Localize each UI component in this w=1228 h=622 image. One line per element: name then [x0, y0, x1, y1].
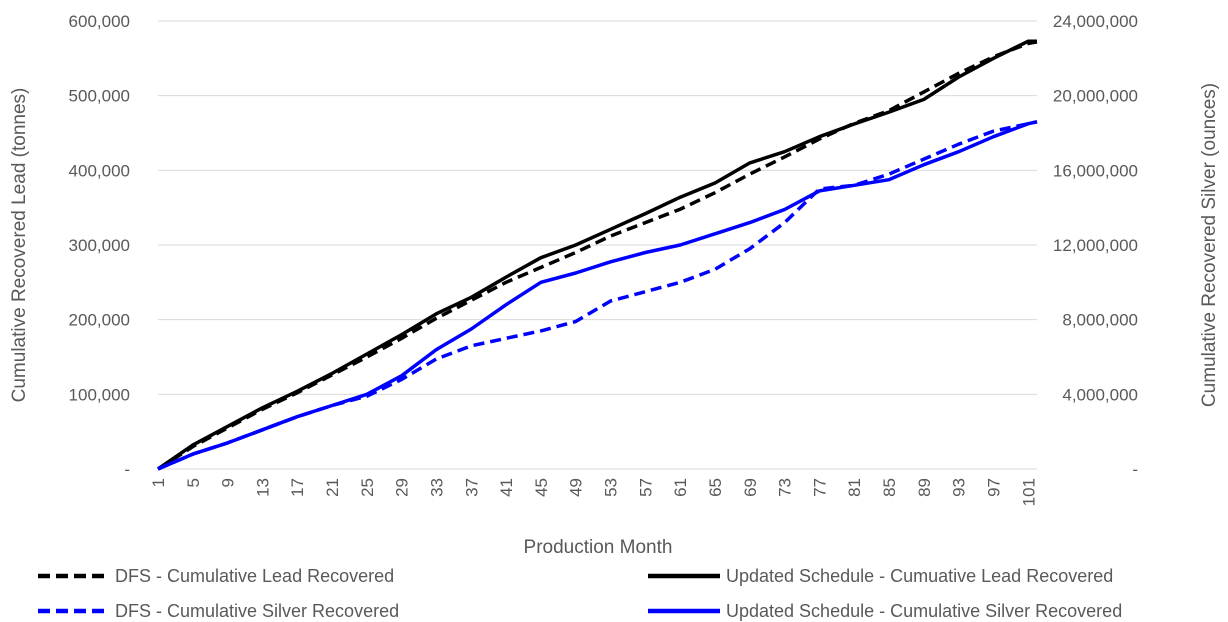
series-line-2 — [157, 39, 1037, 471]
y-left-tick-label: 500,000 — [69, 87, 130, 106]
x-tick-label: 29 — [393, 478, 412, 497]
x-tick-label: 73 — [776, 478, 795, 497]
legend-label: Updated Schedule - Cumuative Lead Recove… — [726, 566, 1113, 586]
x-tick-label: 41 — [497, 478, 516, 497]
x-tick-label: 53 — [602, 478, 621, 497]
y-right-tick-label: 24,000,000 — [1053, 12, 1138, 31]
x-tick-label: 97 — [984, 478, 1003, 497]
y-right-tick-label: 4,000,000 — [1062, 385, 1138, 404]
x-axis-title: Production Month — [524, 537, 673, 558]
left-axis-title: Cumulative Recovered Lead (tonnes) — [9, 88, 30, 403]
legend-label: Updated Schedule - Cumulative Silver Rec… — [726, 601, 1122, 621]
y-left-tick-label: - — [124, 460, 130, 479]
legend-label: DFS - Cumulative Lead Recovered — [115, 566, 394, 586]
x-tick-label: 1 — [149, 478, 168, 487]
x-tick-label: 57 — [636, 478, 655, 497]
legend: DFS - Cumulative Lead Recovered Updated S… — [38, 566, 1122, 621]
y-right-tick-label: 20,000,000 — [1053, 87, 1138, 106]
x-tick-label: 49 — [567, 478, 586, 497]
y-left-tick-label: 400,000 — [69, 161, 130, 180]
x-tick-label: 65 — [706, 478, 725, 497]
right-axis-ticks: - 4,000,000 8,000,000 12,000,000 16,000,000 2… — [1053, 12, 1138, 479]
right-axis-title: Cumulative Recovered Silver (ounces) — [1199, 83, 1220, 407]
x-tick-label: 13 — [253, 478, 272, 497]
x-tick-label: 81 — [845, 478, 864, 497]
x-tick-label: 21 — [323, 478, 342, 497]
series-lines — [157, 39, 1038, 471]
legend-label: DFS - Cumulative Silver Recovered — [115, 601, 399, 621]
y-right-tick-label: 8,000,000 — [1062, 311, 1138, 330]
y-left-tick-label: 200,000 — [69, 311, 130, 330]
x-tick-label: 9 — [219, 478, 238, 487]
x-tick-label: 45 — [532, 478, 551, 497]
y-left-tick-label: 600,000 — [69, 12, 130, 31]
x-tick-label: 93 — [950, 478, 969, 497]
x-tick-label: 33 — [427, 478, 446, 497]
x-tick-label: 89 — [915, 478, 934, 497]
x-tick-label: 61 — [671, 478, 690, 497]
x-tick-label: 101 — [1019, 478, 1038, 506]
x-tick-label: 37 — [462, 478, 481, 497]
x-axis-ticks: 1 5 9 13 17 21 25 29 33 37 41 45 49 53 57 61 65 69 73 77 81 8… — [149, 478, 1038, 506]
gridlines — [158, 20, 1037, 470]
y-right-tick-label: - — [1132, 460, 1138, 479]
x-tick-label: 5 — [184, 478, 203, 487]
x-tick-label: 25 — [358, 478, 377, 497]
x-tick-label: 17 — [288, 478, 307, 497]
y-right-tick-label: 12,000,000 — [1053, 236, 1138, 255]
y-left-tick-label: 300,000 — [69, 236, 130, 255]
series-line-4 — [157, 120, 1038, 471]
y-right-tick-label: 16,000,000 — [1053, 161, 1138, 180]
y-left-tick-label: 100,000 — [69, 385, 130, 404]
x-tick-label: 85 — [880, 478, 899, 497]
x-tick-label: 77 — [810, 478, 829, 497]
x-tick-label: 69 — [741, 478, 760, 497]
left-axis-ticks: - 100,000 200,000 300,000 400,000 500,000 600,… — [69, 12, 130, 479]
